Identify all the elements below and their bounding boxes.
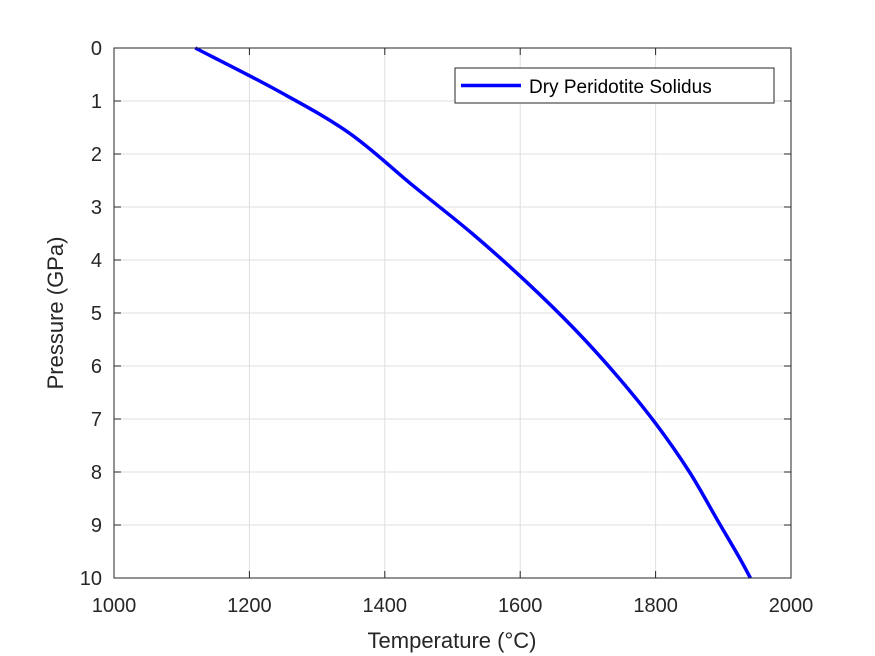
x-tick-label: 1800 [633, 595, 678, 617]
y-tick-label: 4 [91, 250, 102, 272]
x-tick-label: 1000 [92, 595, 137, 617]
tick-labels: 1000 1200 1400 1600 1800 2000 0 1 2 3 4 5 6 7 8 9 10 [80, 38, 814, 617]
x-tick-label: 1600 [498, 595, 543, 617]
y-tick-label: 7 [91, 409, 102, 431]
y-tick-label: 2 [91, 144, 102, 166]
y-tick-label: 9 [91, 515, 102, 537]
y-tick-label: 6 [91, 356, 102, 378]
legend: Dry Peridotite Solidus [454, 67, 775, 104]
y-tick-label: 3 [91, 197, 102, 219]
x-tick-label: 1200 [227, 595, 272, 617]
y-axis-label: Pressure (GPa) [43, 237, 68, 390]
legend-label: Dry Peridotite Solidus [529, 77, 712, 98]
y-tick-label: 10 [80, 568, 102, 590]
y-tick-label: 1 [91, 91, 102, 113]
x-tick-label: 2000 [769, 595, 814, 617]
x-tick-label: 1400 [363, 595, 408, 617]
x-axis-label: Temperature (°C) [368, 628, 537, 653]
y-tick-label: 8 [91, 462, 102, 484]
y-tick-label: 5 [91, 303, 102, 325]
y-tick-label: 0 [91, 38, 102, 60]
ticks [113, 47, 792, 579]
series-layer [194, 46, 752, 579]
series-line-dry-peridotite-solidus [194, 46, 752, 579]
